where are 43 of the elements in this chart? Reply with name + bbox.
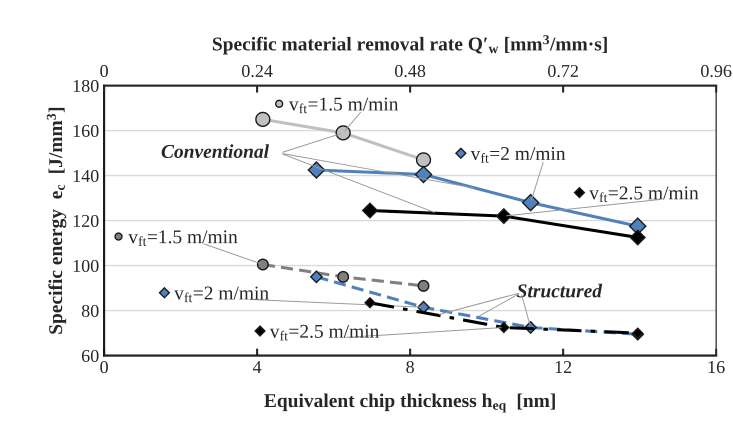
point: [255, 112, 270, 127]
x2-tick-label: 0.48: [395, 64, 426, 78]
y-tick-label: 180: [74, 80, 99, 92]
point: [418, 280, 430, 292]
y-tick-label: 60: [82, 350, 99, 362]
x2-tick-label: 0.24: [242, 64, 273, 78]
point: [414, 166, 432, 184]
point: [308, 161, 326, 179]
legend-label: v$_{ft}$=1.5 m/min: [288, 98, 398, 114]
legend-label: v$_{ft}$=2.5 m/min: [589, 186, 698, 202]
point: [416, 152, 432, 168]
x-tick-label: 4: [252, 361, 262, 373]
point: [337, 270, 350, 283]
y-tick-label: 140: [74, 170, 99, 182]
point: [362, 202, 378, 218]
point: [496, 208, 512, 224]
legend-label: v$_{ft}$=1.5 m/min: [128, 230, 238, 246]
annotation: Structured: [516, 284, 602, 298]
y-tick-label: 80: [82, 304, 99, 318]
annotation: Conventional: [162, 144, 270, 158]
x2-tick-label: 0.96: [701, 64, 732, 78]
legend-label: v$_{ft}$=2 m/min: [174, 286, 269, 302]
point: [336, 125, 351, 140]
point: [522, 194, 540, 212]
point: [498, 322, 510, 334]
x2-axis-title: Specific material removal rate Q′$_{w}$ [mm$^{3}$/mm·s]: [212, 35, 607, 55]
x-tick-label: 0: [100, 360, 108, 374]
point: [310, 270, 323, 284]
x2-tick-label: 0: [100, 64, 108, 78]
x2-tick-label: 0.72: [548, 64, 578, 78]
x-tick-label: 12: [556, 361, 572, 373]
point: [256, 258, 269, 270]
x-axis-title: Equivalent chip thickness h$_{eq}$ [nm]: [264, 393, 555, 413]
legend-label: v$_{ft}$=2 m/min: [470, 147, 566, 163]
y-tick-label: 160: [74, 124, 99, 138]
y-tick-label: 100: [74, 260, 99, 272]
y-tick-label: 120: [74, 214, 99, 228]
point: [364, 297, 376, 308]
x-tick-label: 16: [708, 361, 725, 374]
point: [630, 230, 646, 246]
y-axis-title: Specific energy e$_{c}$ [J/mm$^{3}$]: [46, 108, 66, 334]
x-tick-label: 8: [406, 360, 414, 374]
legend-label: v$_{ft}$=2.5 m/min: [270, 324, 380, 340]
